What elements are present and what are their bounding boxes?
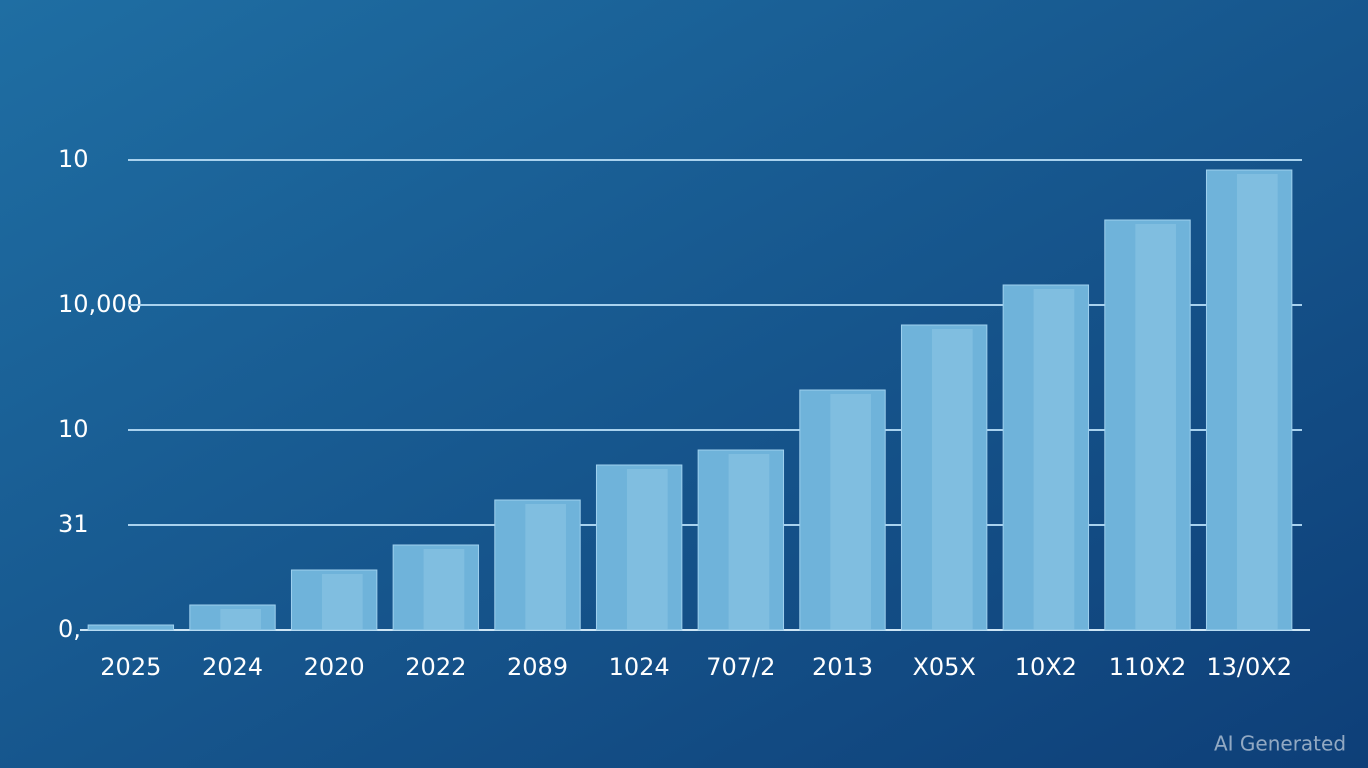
x-tick-label: 10X2	[1015, 653, 1077, 681]
bar-highlight	[423, 549, 465, 630]
bar-highlight	[118, 629, 160, 630]
x-tick-label: 2013	[812, 653, 873, 681]
bar-highlight	[321, 574, 363, 630]
x-tick-label: 13/0X2	[1206, 653, 1292, 681]
bar-highlight	[1135, 224, 1176, 630]
bar-highlight	[525, 504, 566, 630]
x-tick-label: 1024	[609, 653, 670, 681]
bar-highlight	[220, 609, 261, 630]
x-tick-label: 707/2	[706, 653, 775, 681]
bar-highlight	[1236, 174, 1278, 630]
x-tick-label: 2025	[100, 653, 161, 681]
x-tick-label: 2024	[202, 653, 263, 681]
bar-highlight	[1033, 289, 1075, 630]
y-tick-label: 10	[58, 145, 89, 173]
x-tick-label: 110X2	[1109, 653, 1187, 681]
bar-highlight	[626, 469, 668, 630]
x-tick-label: X05X	[912, 653, 975, 681]
bar-highlight	[728, 454, 770, 630]
x-tick-label: 2089	[507, 653, 568, 681]
x-tick-label: 2022	[405, 653, 466, 681]
y-tick-label: 10	[58, 415, 89, 443]
x-tick-label: 2020	[304, 653, 365, 681]
bar-highlight	[931, 329, 973, 630]
y-tick-label: 0,	[58, 615, 81, 643]
y-tick-label: 10,000	[58, 290, 142, 318]
y-tick-label: 31	[58, 510, 89, 538]
bar-highlight	[830, 394, 871, 630]
watermark: AI Generated	[1214, 732, 1346, 756]
